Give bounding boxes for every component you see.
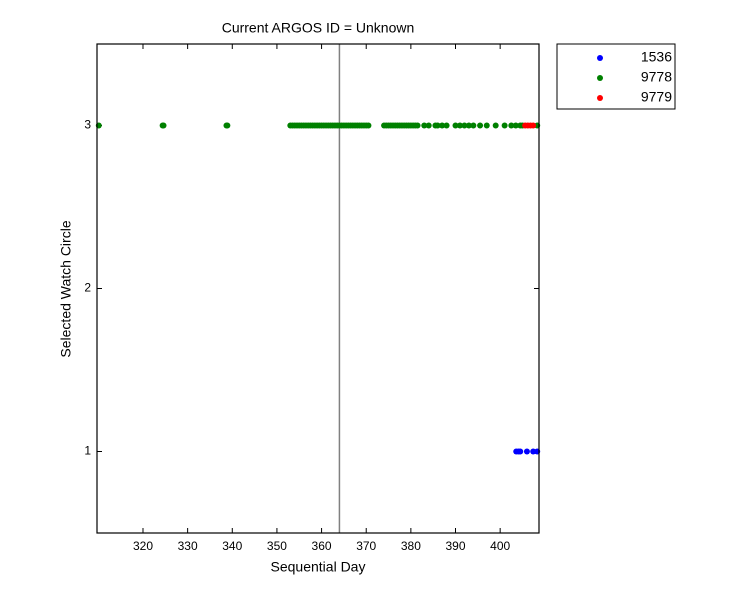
point [512, 122, 519, 129]
point [434, 122, 441, 129]
y-tick-label: 1 [84, 444, 91, 458]
point [501, 122, 508, 129]
x-tick-label: 390 [445, 539, 465, 553]
point [224, 122, 231, 129]
point [421, 122, 428, 129]
x-tick-label: 360 [312, 539, 332, 553]
point [492, 122, 499, 129]
point [425, 122, 432, 129]
x-tick-label: 400 [490, 539, 510, 553]
point [465, 122, 472, 129]
point [439, 122, 446, 129]
point [443, 122, 450, 129]
chart-title: Current ARGOS ID = Unknown [222, 20, 415, 36]
x-axis-label: Sequential Day [271, 559, 366, 575]
legend-label: 9778 [641, 69, 672, 85]
point [477, 122, 484, 129]
y-tick-label: 3 [84, 118, 91, 132]
y-tick-label: 2 [84, 281, 91, 295]
point [414, 122, 421, 129]
point [470, 122, 477, 129]
point [456, 122, 463, 129]
point [483, 122, 490, 129]
legend-marker [597, 75, 603, 81]
x-tick-label: 340 [222, 539, 242, 553]
legend-box [556, 43, 676, 110]
x-tick-label: 350 [267, 539, 287, 553]
x-tick-label: 320 [133, 539, 153, 553]
x-tick-label: 330 [178, 539, 198, 553]
legend-marker [597, 95, 603, 101]
point [452, 122, 459, 129]
point [160, 122, 167, 129]
x-tick-label: 370 [356, 539, 376, 553]
legend-label: 9779 [641, 89, 672, 105]
legend-marker [597, 55, 603, 61]
point [461, 122, 468, 129]
legend-label: 1536 [641, 49, 672, 65]
point [517, 448, 524, 455]
point [530, 122, 537, 129]
point [365, 122, 372, 129]
point [508, 122, 515, 129]
point [523, 448, 530, 455]
plot-frame [96, 43, 540, 534]
y-axis-label: Selected Watch Circle [58, 220, 74, 357]
x-tick-label: 380 [401, 539, 421, 553]
